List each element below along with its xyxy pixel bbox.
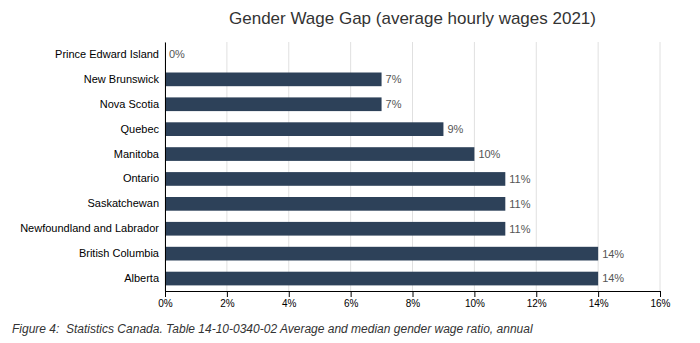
tick-label: 8% bbox=[406, 298, 421, 309]
tick: 16% bbox=[650, 291, 670, 309]
bars bbox=[165, 73, 598, 286]
plot: 0% 7% 7% 9% 10% 11% 11% 11% 14% 14% 0% 2% 4% 6% 8% 10% 1… bbox=[20, 42, 670, 309]
title: Gender Wage Gap (average hourly wages 20… bbox=[229, 9, 596, 28]
tick-mark bbox=[660, 291, 661, 297]
tick-label: Nova Scotia bbox=[100, 98, 160, 110]
data-label: 11% bbox=[509, 173, 530, 185]
chart: 0% 7% 7% 9% 10% 11% 11% 11% 14% 14% 0% 2% 4% 6% 8% 10% 1… bbox=[0, 0, 700, 343]
tick-label: 4% bbox=[282, 298, 297, 309]
bar bbox=[165, 172, 505, 186]
tick: Manitoba bbox=[114, 148, 165, 160]
tick: New Brunswick bbox=[84, 73, 165, 85]
data-label: 11% bbox=[509, 198, 530, 210]
bar bbox=[165, 272, 598, 286]
bar bbox=[165, 247, 598, 261]
tick: Quebec bbox=[120, 123, 165, 135]
tick-mark bbox=[227, 291, 228, 297]
y-axis: Prince Edward Island New Brunswick Nova Sc… bbox=[20, 43, 165, 292]
tick-label: Ontario bbox=[123, 172, 159, 184]
tick-label: Saskatchewan bbox=[87, 197, 159, 209]
tick: Saskatchewan bbox=[87, 197, 165, 209]
tick-label: 10% bbox=[465, 298, 485, 309]
data-label: 9% bbox=[447, 123, 463, 135]
data-label: 14% bbox=[602, 272, 624, 284]
data-labels: 0% 7% 7% 9% 10% 11% 11% 11% 14% 14% bbox=[169, 48, 624, 284]
tick-label: Quebec bbox=[120, 123, 159, 135]
tick-label: 12% bbox=[527, 298, 547, 309]
grid-line bbox=[660, 42, 661, 291]
tick: 8% bbox=[406, 291, 421, 309]
tick-label: Prince Edward Island bbox=[55, 48, 159, 60]
tick: 12% bbox=[527, 291, 547, 309]
tick-label: 0% bbox=[158, 298, 173, 309]
data-label: 14% bbox=[602, 248, 624, 260]
data-label: 10% bbox=[478, 148, 500, 160]
data-label: 11% bbox=[509, 223, 530, 235]
tick-label: 6% bbox=[344, 298, 359, 309]
tick-label: 14% bbox=[589, 298, 609, 309]
tick-mark bbox=[351, 291, 352, 297]
bar bbox=[165, 197, 505, 211]
tick-mark bbox=[536, 291, 537, 297]
tick-label: 16% bbox=[650, 298, 670, 309]
tick-mark bbox=[598, 291, 599, 297]
tick-mark bbox=[165, 291, 166, 297]
bar bbox=[165, 222, 505, 236]
grid-line bbox=[165, 42, 166, 291]
x-axis: 0% 2% 4% 6% 8% 10% 12% 14% 16% bbox=[158, 291, 670, 309]
tick-mark bbox=[474, 291, 475, 297]
tick-label: 2% bbox=[220, 298, 235, 309]
tick-label: Newfoundland and Labrador bbox=[20, 222, 159, 234]
tick: 10% bbox=[465, 291, 485, 309]
tick-label: New Brunswick bbox=[84, 73, 160, 85]
axis-line bbox=[166, 292, 661, 298]
tick: Alberta bbox=[124, 272, 165, 284]
bar bbox=[165, 73, 382, 87]
data-label: 7% bbox=[386, 73, 402, 85]
grid bbox=[165, 42, 660, 291]
tick: Newfoundland and Labrador bbox=[20, 222, 165, 234]
tick: Prince Edward Island bbox=[55, 48, 165, 60]
tick-label: Alberta bbox=[124, 272, 160, 284]
bar bbox=[165, 122, 443, 136]
tick: 2% bbox=[220, 291, 235, 309]
tick-label: British Columbia bbox=[79, 247, 160, 259]
tick: 0% bbox=[158, 291, 173, 309]
caption: Figure 4: Statistics Canada. Table 14-10… bbox=[12, 322, 533, 336]
tick: 14% bbox=[589, 291, 609, 309]
tick-mark bbox=[413, 291, 414, 297]
bar bbox=[165, 97, 382, 111]
tick: British Columbia bbox=[79, 247, 165, 259]
tick: 6% bbox=[344, 291, 359, 309]
data-label: 7% bbox=[386, 98, 402, 110]
axis-line bbox=[165, 43, 166, 292]
tick: 4% bbox=[282, 291, 297, 309]
tick: Nova Scotia bbox=[100, 98, 165, 110]
tick: Ontario bbox=[123, 172, 165, 184]
data-label: 0% bbox=[169, 48, 185, 60]
bar bbox=[165, 147, 474, 161]
tick-mark bbox=[289, 291, 290, 297]
tick-label: Manitoba bbox=[114, 148, 160, 160]
